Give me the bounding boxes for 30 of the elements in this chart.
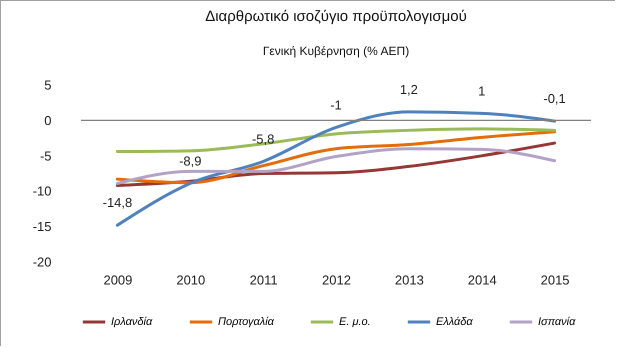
y-tick-label: 0 xyxy=(44,112,52,128)
y-tick-label: 5 xyxy=(44,78,52,92)
line-series xyxy=(116,127,556,154)
y-tick-label: -15 xyxy=(32,219,52,234)
legend-label: Ιρλανδία xyxy=(111,316,153,328)
line-series xyxy=(116,147,556,185)
chart-subtitle: Γενική Κυβέρνηση (% ΑΕΠ) xyxy=(262,44,410,58)
data-label: -14,8 xyxy=(102,195,132,210)
y-tick-label: -20 xyxy=(32,254,52,270)
x-tick-label: 2010 xyxy=(176,272,206,288)
data-label: -0,1 xyxy=(543,91,566,106)
data-label: 1,2 xyxy=(400,82,418,97)
line-series xyxy=(116,130,556,184)
legend-label: Πορτογαλία xyxy=(218,316,275,328)
legend-label: Ισπανία xyxy=(538,316,576,328)
x-tick-label: 2009 xyxy=(103,272,132,288)
data-label: -5,8 xyxy=(252,131,274,146)
x-tick-label: 2014 xyxy=(468,272,497,288)
legend-label: Ε. μ.ο. xyxy=(339,316,371,328)
x-tick-label: 2012 xyxy=(322,272,351,288)
x-tick-label: 2015 xyxy=(540,272,570,288)
data-label: -8,9 xyxy=(179,153,202,168)
x-tick-label: 2011 xyxy=(250,272,278,288)
data-label: 1 xyxy=(478,83,486,98)
legend-label: Ελλάδα xyxy=(436,316,474,328)
x-tick-label: 2013 xyxy=(394,272,424,288)
chart-title: Διαρθρωτικό ισοζύγιο προϋπολογισμού xyxy=(205,8,467,25)
y-tick-label: -10 xyxy=(32,184,52,199)
y-tick-label: -5 xyxy=(40,148,52,164)
data-label: -1 xyxy=(330,97,342,112)
